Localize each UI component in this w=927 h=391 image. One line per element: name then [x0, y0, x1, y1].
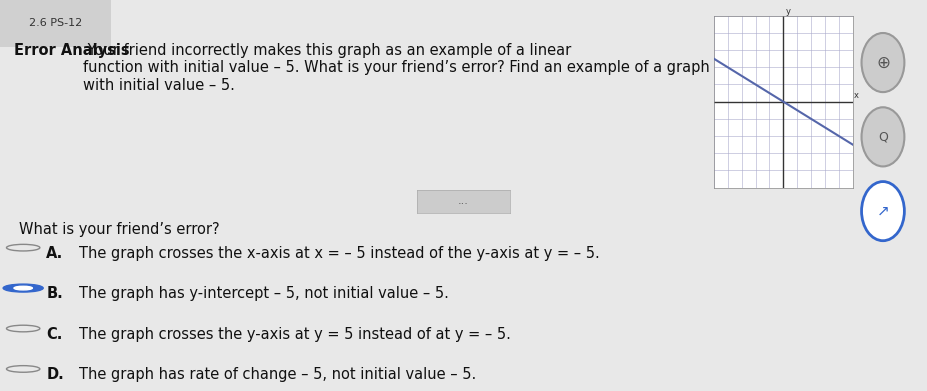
Circle shape	[861, 107, 905, 167]
Text: A.: A.	[46, 246, 64, 261]
Text: The graph crosses the y-axis at y = 5 instead of at y = – 5.: The graph crosses the y-axis at y = 5 in…	[79, 327, 511, 342]
Text: 2.6 PS-12: 2.6 PS-12	[29, 18, 83, 29]
Text: x: x	[855, 91, 859, 100]
Text: The graph crosses the x-axis at x = – 5 instead of the y-axis at y = – 5.: The graph crosses the x-axis at x = – 5 …	[79, 246, 600, 261]
Text: Q: Q	[878, 130, 888, 143]
Text: ⊕: ⊕	[876, 54, 890, 72]
Text: ...: ...	[458, 196, 469, 206]
Circle shape	[3, 284, 44, 292]
Text: What is your friend’s error?: What is your friend’s error?	[19, 222, 219, 237]
Circle shape	[861, 181, 905, 241]
Text: y: y	[786, 7, 791, 16]
Text: D.: D.	[46, 367, 64, 382]
Text: The graph has y-intercept – 5, not initial value – 5.: The graph has y-intercept – 5, not initi…	[79, 286, 449, 301]
Text: C.: C.	[46, 327, 63, 342]
Text: The graph has rate of change – 5, not initial value – 5.: The graph has rate of change – 5, not in…	[79, 367, 476, 382]
Circle shape	[861, 33, 905, 92]
Circle shape	[14, 286, 32, 290]
Text: ↗: ↗	[877, 204, 889, 219]
Text: B.: B.	[46, 286, 63, 301]
Text: Error Analysis: Error Analysis	[15, 43, 130, 58]
Text: Your friend incorrectly makes this graph as an example of a linear
function with: Your friend incorrectly makes this graph…	[83, 43, 710, 93]
